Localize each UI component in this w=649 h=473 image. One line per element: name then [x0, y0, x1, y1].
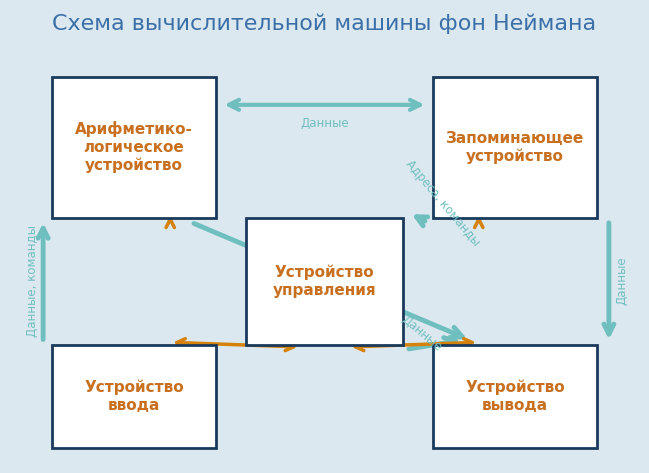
Text: Данные: Данные: [300, 116, 349, 130]
FancyBboxPatch shape: [52, 345, 215, 448]
Text: Устройство
управления: Устройство управления: [273, 265, 376, 298]
FancyBboxPatch shape: [52, 77, 215, 218]
Text: Данные: Данные: [398, 312, 444, 353]
Text: Устройство
вывода: Устройство вывода: [465, 380, 565, 413]
Text: Запоминающее
устройство: Запоминающее устройство: [446, 131, 584, 164]
FancyBboxPatch shape: [246, 218, 403, 345]
Text: Арифметико-
логическое
устройство: Арифметико- логическое устройство: [75, 122, 193, 173]
FancyBboxPatch shape: [434, 77, 597, 218]
Text: Данные: Данные: [616, 257, 629, 306]
Text: Данные, команды: Данные, команды: [26, 225, 39, 337]
Text: Адреса, команды: Адреса, команды: [403, 158, 482, 249]
FancyBboxPatch shape: [434, 345, 597, 448]
Text: Устройство
ввода: Устройство ввода: [84, 380, 184, 413]
Text: Схема вычислительной машины фон Неймана: Схема вычислительной машины фон Неймана: [53, 13, 596, 34]
